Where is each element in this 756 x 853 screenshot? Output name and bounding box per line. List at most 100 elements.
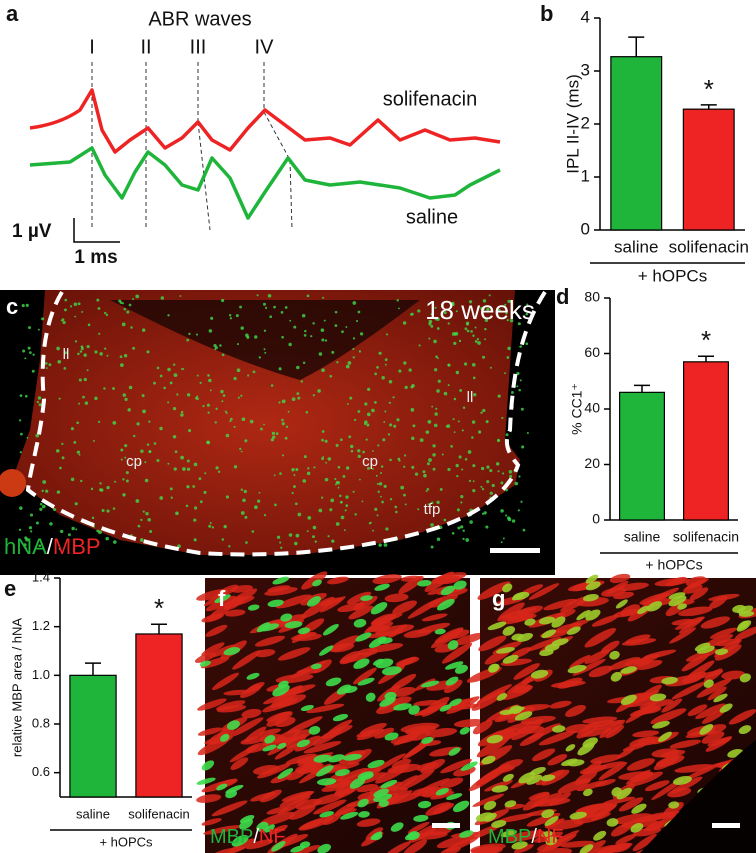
fiber xyxy=(211,800,248,817)
cell-dot xyxy=(98,420,101,423)
cell-dot xyxy=(219,344,222,347)
wave-label: I xyxy=(89,36,95,58)
fiber xyxy=(632,833,657,852)
cell-dot xyxy=(441,453,444,456)
cell-dot xyxy=(472,376,476,380)
cell-dot xyxy=(366,466,370,470)
cell-dot xyxy=(509,318,514,323)
cell-dot xyxy=(288,533,293,537)
cell-dot xyxy=(371,450,374,452)
myelin xyxy=(306,596,321,607)
myelin xyxy=(487,621,507,631)
myelin xyxy=(404,832,418,841)
cell-dot xyxy=(381,375,385,380)
cell-dot xyxy=(425,490,428,493)
cell-dot xyxy=(75,528,78,531)
cell-dot xyxy=(525,312,529,316)
cell-dot xyxy=(24,357,27,360)
myelin xyxy=(540,774,556,782)
cell-dot xyxy=(186,467,191,471)
cell-dot xyxy=(336,480,341,485)
cell-dot xyxy=(472,489,476,493)
fiber xyxy=(399,769,435,791)
x-tick-label: saline xyxy=(614,237,658,256)
cell-dot xyxy=(188,429,192,433)
myelin xyxy=(529,767,546,776)
region-label: cp xyxy=(126,453,142,470)
y-tick-label: 40 xyxy=(584,400,600,416)
cell-dot xyxy=(474,326,477,329)
y-tick-label: 1.0 xyxy=(32,667,50,682)
cell-dot xyxy=(293,325,297,329)
fiber xyxy=(373,753,406,773)
cell-dot xyxy=(436,500,440,505)
fiber xyxy=(241,708,262,719)
cell-dot xyxy=(306,294,310,298)
cell-dot xyxy=(199,500,203,504)
cell-dot xyxy=(340,515,345,520)
cell-dot xyxy=(60,529,64,534)
cell-dot xyxy=(346,403,349,405)
cell-dot xyxy=(199,381,202,384)
myelin xyxy=(300,704,314,712)
cell-dot xyxy=(242,498,246,503)
cell-dot xyxy=(146,443,150,446)
fiber xyxy=(626,758,655,771)
fiber xyxy=(701,731,725,744)
cell-dot xyxy=(375,474,378,477)
cell-dot xyxy=(342,474,346,478)
myelin xyxy=(551,616,566,628)
cell-dot xyxy=(417,309,421,313)
fiber xyxy=(274,716,296,728)
fiber xyxy=(669,627,697,644)
fiber xyxy=(279,791,314,808)
cell-dot xyxy=(376,514,379,517)
cell-dot xyxy=(483,511,487,515)
cell-dot xyxy=(112,421,117,425)
fiber xyxy=(468,824,501,840)
cell-dot xyxy=(337,465,341,469)
cell-dot xyxy=(76,421,80,425)
cell-dot xyxy=(506,356,510,359)
cell-dot xyxy=(172,434,177,439)
cell-dot xyxy=(260,427,263,431)
cell-dot xyxy=(411,465,415,469)
cell-dot xyxy=(341,330,344,334)
y-axis-label: % CC1⁺ xyxy=(569,383,585,435)
cell-dot xyxy=(321,338,325,342)
tissue xyxy=(12,290,520,555)
myelin xyxy=(280,613,293,622)
cell-dot xyxy=(281,335,284,339)
cell-dot xyxy=(24,394,28,398)
cell-dot xyxy=(434,412,438,416)
cell-dot xyxy=(258,491,261,494)
cell-dot xyxy=(291,397,296,402)
y-tick-label: 0 xyxy=(592,511,600,527)
fiber xyxy=(677,606,713,617)
fiber xyxy=(569,619,589,627)
fibers xyxy=(466,573,756,853)
cell-dot xyxy=(123,354,128,358)
cell-dot xyxy=(167,314,170,317)
fiber xyxy=(700,616,731,629)
stain-text: MBP xyxy=(53,534,101,559)
fiber xyxy=(517,725,545,734)
cell-dot xyxy=(262,302,266,306)
cell-dot xyxy=(206,403,210,407)
cell-dot xyxy=(432,444,436,448)
fiber xyxy=(547,754,568,766)
cell-dot xyxy=(428,322,432,326)
myelin xyxy=(357,798,369,808)
cell-dot xyxy=(456,474,459,478)
fiber xyxy=(576,721,600,739)
fiber xyxy=(498,759,524,771)
cell-dot xyxy=(207,374,210,377)
myelin xyxy=(445,661,464,670)
cell-dot xyxy=(450,444,453,448)
cell-dot xyxy=(138,461,142,465)
cell-dot xyxy=(74,340,78,343)
myelin xyxy=(524,618,536,626)
fiber xyxy=(368,643,404,653)
cell-dot xyxy=(217,470,221,474)
cell-dot xyxy=(431,405,434,408)
